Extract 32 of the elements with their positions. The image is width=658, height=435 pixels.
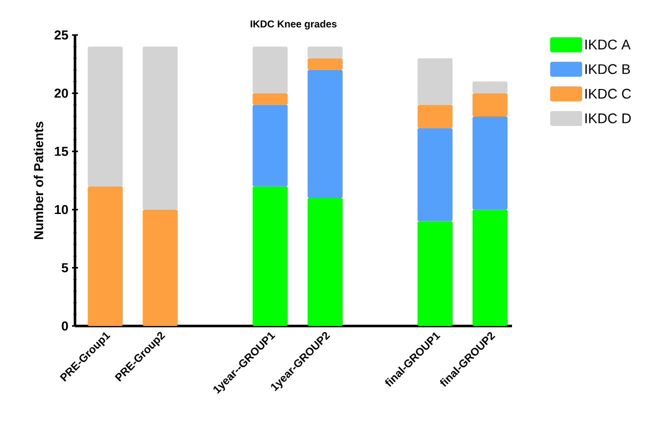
legend-label: IKDC B <box>585 64 630 74</box>
bar <box>88 46 123 186</box>
bar <box>308 70 343 198</box>
bar <box>142 210 178 326</box>
bar <box>418 104 453 128</box>
bar <box>252 104 288 186</box>
bar <box>472 116 508 210</box>
y-tick-label: 0 <box>62 321 68 331</box>
bar <box>88 186 123 326</box>
bar <box>308 198 343 326</box>
y-tick-label: 20 <box>54 88 68 98</box>
bar <box>418 221 453 326</box>
y-tick-label: 25 <box>54 30 68 40</box>
legend-label: IKDC A <box>585 40 631 50</box>
bar <box>252 46 288 94</box>
bar <box>142 46 178 210</box>
bar <box>252 186 288 326</box>
legend-label: IKDC D <box>585 113 631 124</box>
bar <box>472 93 508 116</box>
y-axis-title: Number of Patients <box>34 122 44 240</box>
chart-title: IKDC Knee grades <box>250 20 337 30</box>
y-tick-label: 5 <box>62 263 68 272</box>
bar <box>418 128 453 222</box>
y-tick-label: 15 <box>54 146 68 156</box>
bar <box>252 93 288 105</box>
bar <box>308 58 343 70</box>
bar <box>418 58 453 105</box>
y-tick-label: 10 <box>54 205 68 214</box>
bar <box>472 210 508 326</box>
bar <box>472 82 508 94</box>
legend-label: IKDC C <box>585 88 631 99</box>
bar <box>308 46 343 58</box>
